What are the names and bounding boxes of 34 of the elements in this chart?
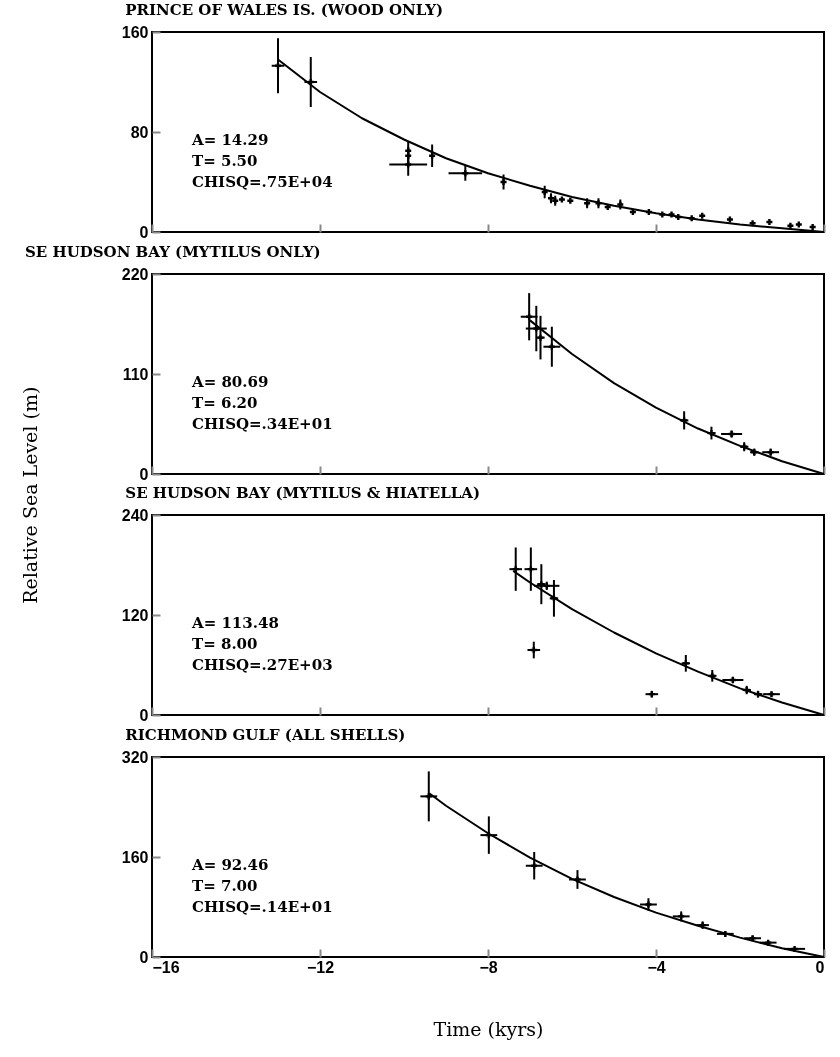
annotation: T= 7.00	[192, 877, 258, 895]
y-tick-label: 240	[121, 506, 149, 524]
chart-title: PRINCE OF WALES IS. (WOOD ONLY)	[125, 1, 444, 19]
annotation: T= 5.50	[192, 152, 258, 170]
y-tick-label: 320	[121, 748, 149, 766]
y-tick-label: 160	[121, 23, 149, 41]
y-axis-title: Relative Sea Level (m)	[18, 386, 41, 604]
chart-title: SE HUDSON BAY (MYTILUS & HIATELLA)	[125, 484, 481, 502]
y-tick-label: 0	[139, 465, 149, 483]
annotation: A= 113.48	[191, 614, 279, 632]
annotation: T= 8.00	[192, 635, 258, 653]
annotation: A= 14.29	[191, 131, 269, 149]
annotation: A= 80.69	[191, 373, 269, 391]
chart-title: RICHMOND GULF (ALL SHELLS)	[125, 726, 406, 744]
x-axis-title: Time (kyrs)	[433, 1017, 544, 1040]
annotation: CHISQ=.27E+03	[192, 656, 333, 674]
y-tick-label: 80	[130, 123, 149, 141]
annotation: A= 92.46	[191, 856, 269, 874]
x-tick-label: 0	[815, 958, 825, 976]
annotation: T= 6.20	[192, 394, 258, 412]
y-tick-label: 0	[139, 706, 149, 724]
y-tick-label: 220	[121, 265, 149, 283]
y-tick-label: 0	[139, 223, 149, 241]
annotation: CHISQ=.75E+04	[192, 173, 333, 191]
chart-title: SE HUDSON BAY (MYTILUS ONLY)	[25, 243, 321, 261]
annotation: CHISQ=.34E+01	[192, 415, 333, 433]
y-tick-label: 120	[121, 606, 149, 624]
x-tick-label: −16	[152, 958, 180, 976]
y-tick-label: 110	[122, 365, 149, 383]
annotation: CHISQ=.14E+01	[192, 898, 333, 916]
x-tick-label: −12	[306, 958, 335, 976]
x-tick-label: −4	[647, 958, 666, 976]
x-tick-label: −8	[479, 958, 498, 976]
y-tick-label: 160	[121, 848, 149, 866]
